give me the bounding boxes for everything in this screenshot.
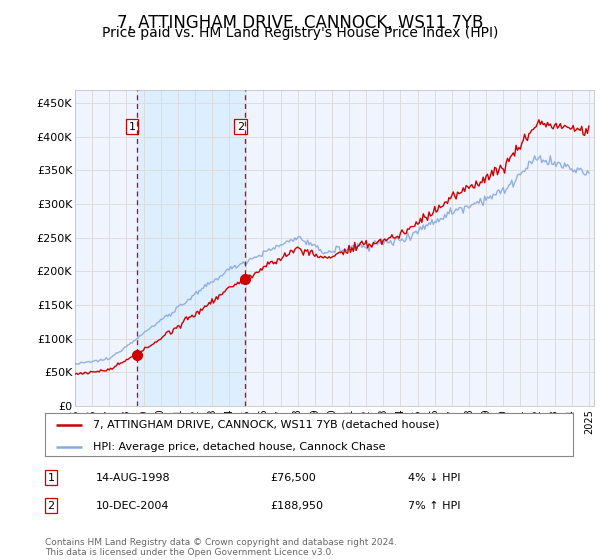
Text: 2: 2	[47, 501, 55, 511]
Text: 2: 2	[237, 122, 244, 132]
Text: 1: 1	[47, 473, 55, 483]
Text: 7% ↑ HPI: 7% ↑ HPI	[408, 501, 461, 511]
Text: 7, ATTINGHAM DRIVE, CANNOCK, WS11 7YB (detached house): 7, ATTINGHAM DRIVE, CANNOCK, WS11 7YB (d…	[92, 420, 439, 430]
Text: Contains HM Land Registry data © Crown copyright and database right 2024.
This d: Contains HM Land Registry data © Crown c…	[45, 538, 397, 557]
Text: £188,950: £188,950	[270, 501, 323, 511]
Text: £76,500: £76,500	[270, 473, 316, 483]
Text: Price paid vs. HM Land Registry's House Price Index (HPI): Price paid vs. HM Land Registry's House …	[102, 26, 498, 40]
Text: 10-DEC-2004: 10-DEC-2004	[96, 501, 170, 511]
Text: HPI: Average price, detached house, Cannock Chase: HPI: Average price, detached house, Cann…	[92, 442, 385, 452]
Text: 4% ↓ HPI: 4% ↓ HPI	[408, 473, 461, 483]
Bar	[137, 90, 245, 406]
Text: 14-AUG-1998: 14-AUG-1998	[96, 473, 170, 483]
Text: 7, ATTINGHAM DRIVE, CANNOCK, WS11 7YB: 7, ATTINGHAM DRIVE, CANNOCK, WS11 7YB	[117, 14, 483, 32]
Text: 1: 1	[128, 122, 136, 132]
